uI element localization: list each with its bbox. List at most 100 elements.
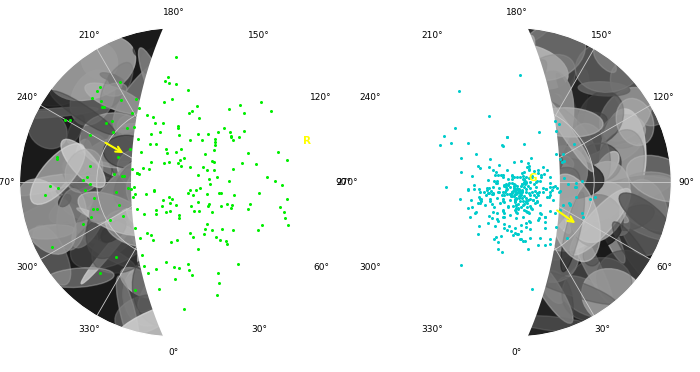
Ellipse shape — [123, 272, 184, 361]
Ellipse shape — [575, 39, 644, 92]
Ellipse shape — [510, 176, 520, 187]
Ellipse shape — [615, 172, 698, 231]
Ellipse shape — [570, 176, 585, 232]
Ellipse shape — [206, 68, 262, 116]
Ellipse shape — [99, 188, 165, 199]
Ellipse shape — [498, 44, 568, 89]
Ellipse shape — [398, 158, 442, 238]
Ellipse shape — [160, 216, 211, 227]
Text: 300°: 300° — [359, 263, 381, 272]
Ellipse shape — [449, 185, 514, 243]
Ellipse shape — [211, 68, 284, 137]
Ellipse shape — [542, 277, 564, 304]
Ellipse shape — [522, 153, 570, 233]
Ellipse shape — [492, 260, 538, 281]
Ellipse shape — [376, 199, 415, 237]
Ellipse shape — [526, 185, 587, 246]
Ellipse shape — [171, 202, 205, 243]
Ellipse shape — [383, 229, 426, 262]
Ellipse shape — [62, 157, 86, 174]
Text: 270°: 270° — [336, 178, 358, 187]
Ellipse shape — [528, 230, 579, 282]
Ellipse shape — [146, 241, 199, 276]
Ellipse shape — [122, 130, 173, 168]
Ellipse shape — [76, 140, 92, 174]
Ellipse shape — [437, 169, 517, 225]
Ellipse shape — [479, 152, 526, 202]
Ellipse shape — [526, 255, 573, 323]
Ellipse shape — [596, 250, 657, 307]
Ellipse shape — [127, 167, 176, 269]
Ellipse shape — [58, 175, 130, 222]
Ellipse shape — [416, 172, 427, 183]
Ellipse shape — [609, 196, 622, 211]
Ellipse shape — [242, 232, 253, 241]
Text: 180°: 180° — [163, 8, 185, 17]
Ellipse shape — [398, 141, 484, 205]
Ellipse shape — [570, 189, 631, 255]
Ellipse shape — [186, 32, 265, 91]
Ellipse shape — [161, 132, 188, 198]
Ellipse shape — [511, 175, 534, 230]
Ellipse shape — [475, 96, 524, 140]
Ellipse shape — [465, 48, 486, 102]
Ellipse shape — [256, 209, 311, 229]
Ellipse shape — [449, 205, 490, 247]
Ellipse shape — [239, 84, 256, 134]
Ellipse shape — [195, 245, 274, 255]
Ellipse shape — [370, 200, 428, 256]
Ellipse shape — [562, 257, 632, 321]
Ellipse shape — [234, 126, 275, 166]
Ellipse shape — [244, 112, 286, 145]
Ellipse shape — [134, 107, 215, 134]
Ellipse shape — [489, 174, 533, 189]
Ellipse shape — [389, 215, 435, 302]
Ellipse shape — [473, 160, 561, 206]
Ellipse shape — [197, 145, 248, 171]
Ellipse shape — [424, 141, 532, 167]
Ellipse shape — [120, 267, 158, 298]
Ellipse shape — [426, 167, 520, 200]
Ellipse shape — [489, 159, 545, 203]
Ellipse shape — [234, 239, 245, 294]
Ellipse shape — [167, 148, 209, 213]
Ellipse shape — [536, 162, 580, 206]
Ellipse shape — [85, 83, 145, 114]
Ellipse shape — [462, 164, 502, 221]
Ellipse shape — [71, 206, 160, 269]
Ellipse shape — [160, 204, 170, 222]
Ellipse shape — [450, 20, 534, 76]
Ellipse shape — [620, 179, 668, 256]
Ellipse shape — [116, 276, 140, 352]
Ellipse shape — [169, 217, 212, 234]
Ellipse shape — [150, 233, 192, 260]
Ellipse shape — [4, 107, 98, 119]
Ellipse shape — [104, 135, 150, 168]
Text: 150°: 150° — [248, 31, 270, 40]
Ellipse shape — [17, 179, 76, 254]
Ellipse shape — [535, 197, 599, 251]
Text: 120°: 120° — [653, 93, 675, 102]
Ellipse shape — [463, 170, 486, 195]
Ellipse shape — [258, 224, 351, 276]
Ellipse shape — [117, 113, 194, 161]
Ellipse shape — [466, 163, 493, 207]
Text: 330°: 330° — [421, 325, 443, 334]
Ellipse shape — [132, 254, 178, 325]
Ellipse shape — [476, 117, 531, 156]
Text: 150°: 150° — [591, 31, 612, 40]
Ellipse shape — [72, 202, 105, 248]
Ellipse shape — [115, 295, 172, 334]
Ellipse shape — [394, 94, 416, 156]
Ellipse shape — [539, 146, 587, 198]
Ellipse shape — [638, 187, 682, 217]
Ellipse shape — [439, 105, 487, 196]
Ellipse shape — [141, 158, 209, 197]
Ellipse shape — [454, 231, 497, 274]
Ellipse shape — [167, 166, 230, 223]
Ellipse shape — [442, 39, 502, 89]
Ellipse shape — [484, 140, 539, 199]
Text: 90°: 90° — [336, 178, 352, 187]
Ellipse shape — [523, 71, 574, 166]
Ellipse shape — [141, 147, 215, 199]
